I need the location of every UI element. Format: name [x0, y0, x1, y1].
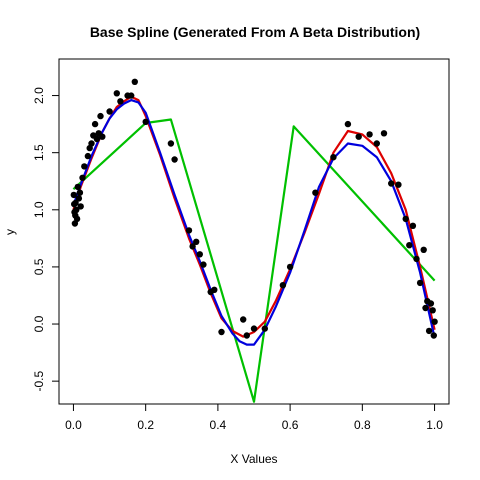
data-point [240, 316, 247, 323]
data-point [106, 108, 113, 115]
data-point [193, 238, 200, 245]
series-line-2 [72, 95, 436, 338]
x-axis: 0.0 0.2 0.4 0.6 0.8 1.0 [65, 403, 443, 432]
data-point [261, 325, 268, 332]
data-point [380, 130, 388, 137]
data-point [81, 163, 88, 170]
points-layer [70, 78, 438, 339]
data-point [425, 327, 433, 335]
data-point [330, 154, 337, 161]
y-tick-label: 1.0 [32, 201, 46, 218]
data-point [189, 243, 196, 250]
data-point [413, 255, 420, 263]
data-point [117, 98, 124, 105]
data-point [185, 227, 193, 234]
data-point [73, 206, 80, 213]
x-tick-label: 0.2 [137, 418, 154, 432]
data-point [77, 203, 84, 210]
series-line-1 [72, 118, 436, 403]
x-tick-label: 1.0 [426, 418, 443, 432]
data-point [171, 156, 178, 163]
y-tick-label: 1.5 [32, 144, 46, 161]
data-point [167, 140, 175, 147]
y-axis-label: y [3, 229, 17, 235]
x-axis-label: X Values [230, 452, 277, 466]
x-tick-label: 0.6 [282, 418, 299, 432]
x-tick-label: 0.4 [210, 418, 227, 432]
data-point [286, 263, 294, 271]
data-point [279, 282, 287, 289]
data-point [250, 325, 258, 332]
data-point [200, 261, 207, 268]
data-point [355, 133, 362, 140]
data-point [406, 242, 413, 249]
data-point [312, 189, 319, 196]
data-point [84, 152, 92, 160]
series-layer [72, 95, 436, 403]
data-point [131, 78, 138, 86]
x-tick-label: 0.8 [354, 418, 371, 432]
data-point [430, 332, 437, 339]
data-point [388, 180, 395, 187]
data-point [76, 189, 84, 196]
data-point [431, 318, 438, 325]
data-point [402, 215, 409, 223]
data-point [366, 131, 373, 138]
data-point [74, 183, 82, 191]
data-point [91, 120, 99, 128]
data-point [373, 140, 380, 147]
data-point [88, 140, 95, 147]
x-tick-label: 0.0 [65, 418, 82, 432]
data-point [93, 135, 101, 143]
data-point [409, 222, 417, 229]
data-point [99, 133, 106, 140]
y-tick-label: 2.0 [32, 87, 46, 104]
data-point [211, 286, 218, 293]
y-tick-label: 0.5 [32, 258, 46, 275]
data-point [79, 174, 86, 181]
y-tick-label: 0.0 [32, 315, 46, 332]
data-point [427, 300, 435, 307]
data-point [72, 199, 79, 207]
chart-title: Base Spline (Generated From A Beta Distr… [90, 24, 420, 40]
data-point [218, 328, 225, 336]
data-point [416, 279, 424, 287]
data-point [196, 251, 203, 258]
data-point [97, 112, 104, 120]
series-line-3 [72, 98, 436, 346]
data-point [142, 118, 149, 126]
y-tick-label: -0.5 [32, 371, 46, 392]
data-point [113, 90, 121, 97]
data-point [422, 304, 429, 312]
data-point [128, 92, 135, 99]
data-point [243, 332, 250, 339]
data-point [395, 181, 402, 188]
data-point [429, 307, 436, 314]
data-point [420, 246, 427, 253]
data-point [344, 120, 352, 128]
data-point [75, 195, 83, 202]
y-axis: -0.5 0.0 0.5 1.0 1.5 2.0 [32, 87, 60, 392]
data-point [70, 191, 78, 199]
data-point [73, 215, 81, 223]
